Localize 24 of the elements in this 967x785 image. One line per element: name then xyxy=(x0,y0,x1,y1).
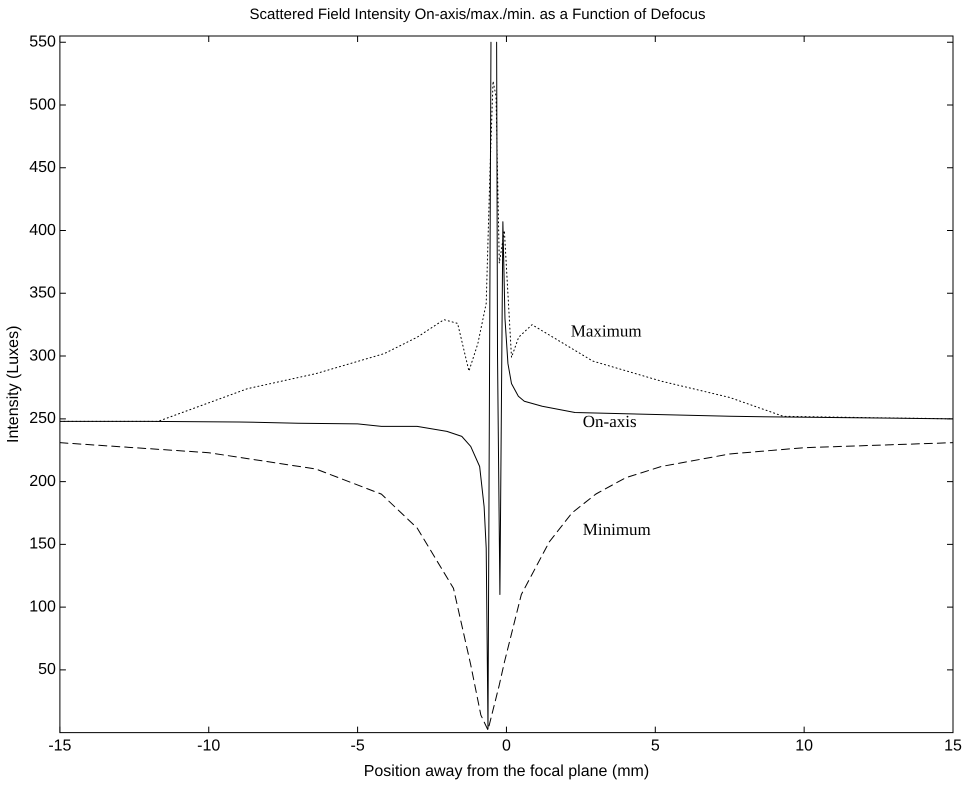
x-tick-label: 10 xyxy=(795,738,814,755)
y-tick-label: 300 xyxy=(29,347,56,364)
x-tick-label: 0 xyxy=(502,738,511,755)
y-axis-title: Intensity (Luxes) xyxy=(5,326,22,443)
y-tick-label: 50 xyxy=(38,661,56,678)
series-label: Maximum xyxy=(570,321,642,340)
y-tick-label: 200 xyxy=(29,472,56,490)
x-tick-label: -5 xyxy=(350,738,365,755)
x-axis-title: Position away from the focal plane (mm) xyxy=(364,762,650,780)
y-tick-label: 500 xyxy=(29,96,56,114)
x-tick-label: 5 xyxy=(650,738,660,755)
y-tick-label: 550 xyxy=(29,34,56,51)
series-label: On-axis xyxy=(582,412,637,432)
series-label: Minimum xyxy=(582,520,651,539)
y-tick-label: 250 xyxy=(29,410,56,428)
y-tick-label: 400 xyxy=(29,222,56,239)
chart-title: Scattered Field Intensity On-axis/max./min. as a Function of Defocus xyxy=(249,6,706,24)
x-tick-label: -15 xyxy=(48,738,72,755)
x-tick-label: 15 xyxy=(944,738,962,755)
y-tick-label: 350 xyxy=(29,284,56,302)
x-tick-label: -10 xyxy=(197,738,220,755)
y-tick-label: 150 xyxy=(29,536,56,553)
y-tick-label: 450 xyxy=(29,159,56,176)
y-tick-label: 100 xyxy=(29,598,56,616)
